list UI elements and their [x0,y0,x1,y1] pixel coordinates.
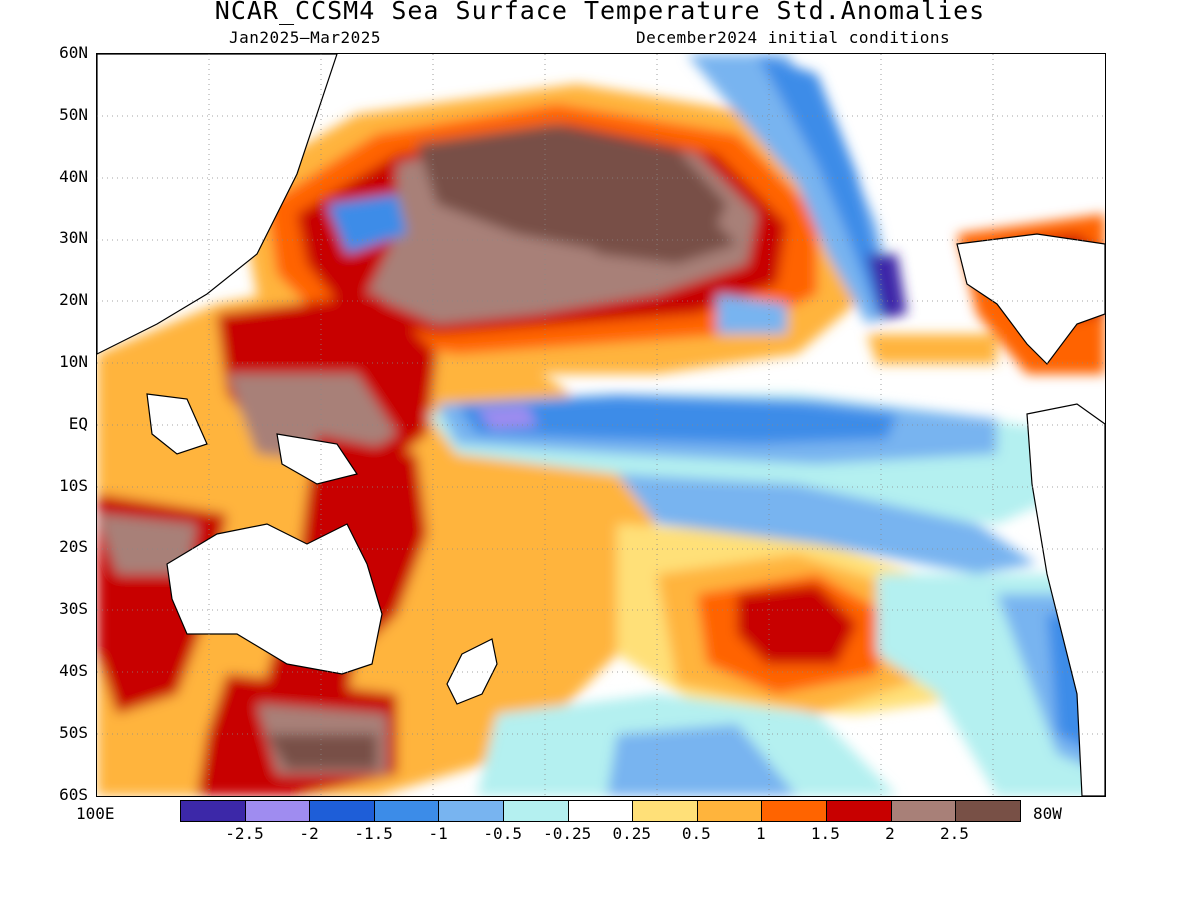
latitude-label: 30S [59,599,88,619]
longitude-label-right: 80W [1033,804,1062,823]
map-canvas [97,54,1105,796]
anomaly-field [97,54,1105,796]
colorbar-tick-label: -1.5 [354,824,393,843]
colorbar-tick-label: 1 [756,824,766,843]
initial-conditions: December2024 initial conditions [636,28,951,47]
colorbar-swatch [245,801,311,821]
latitude-label: 60N [59,43,88,62]
north-america-outline [956,233,1105,365]
latitude-label: 60S [59,784,88,804]
colorbar-tick-label: -2.5 [225,824,264,843]
colorbar-swatch [956,801,1020,821]
colorbar-swatch [568,801,634,821]
colorbar-tick-label: -1 [428,824,448,843]
colorbar-swatch [181,801,246,821]
colorbar-swatch [374,801,440,821]
colorbar-swatch [891,801,957,821]
latitude-label: 10N [59,352,88,371]
latitude-label: 40S [59,661,88,680]
colorbar [180,800,1021,822]
colorbar-tick-label: -0.5 [483,824,522,843]
colorbar-swatch [310,801,375,821]
latitude-label: 10S [59,475,88,495]
forecast-period: Jan2025–Mar2025 [229,28,381,47]
map-title: NCAR_CCSM4 Sea Surface Temperature Std.A… [214,0,986,25]
latitude-label: EQ [68,413,88,433]
colorbar-tick-label: 1.5 [810,824,840,843]
colorbar-tick-label: 0.25 [612,824,652,843]
sst-anomaly-map [96,53,1106,797]
colorbar-swatch [633,801,698,821]
borneo-outline [146,393,208,455]
colorbar-tick-label: 2.5 [940,824,969,843]
latitude-label: 40N [59,166,88,186]
colorbar-tick-label: 2 [885,824,895,843]
colorbar-swatch [697,801,763,821]
colorbar-swatch [827,801,892,821]
latitude-label: 20S [59,537,88,557]
asia-outline [97,54,338,355]
colorbar-tick-label: -0.25 [543,824,592,843]
australia-outline [166,523,383,675]
latitude-label: 50N [59,104,88,124]
latitude-label: 20N [59,290,88,310]
colorbar-swatch [504,801,569,821]
colorbar-swatch [439,801,505,821]
colorbar-tick-label: 0.5 [681,824,711,843]
new-zealand-outline [446,638,498,705]
latitude-label: 30N [59,228,88,248]
gridlines [97,54,1105,796]
longitude-label-left: 100E [76,804,115,823]
colorbar-swatch [762,801,828,821]
south-america-outline [1026,403,1105,796]
colorbar-tick-label: -2 [299,824,319,843]
latitude-label: 50S [59,722,88,742]
new-guinea-outline [276,433,358,485]
coastlines [97,54,1105,796]
